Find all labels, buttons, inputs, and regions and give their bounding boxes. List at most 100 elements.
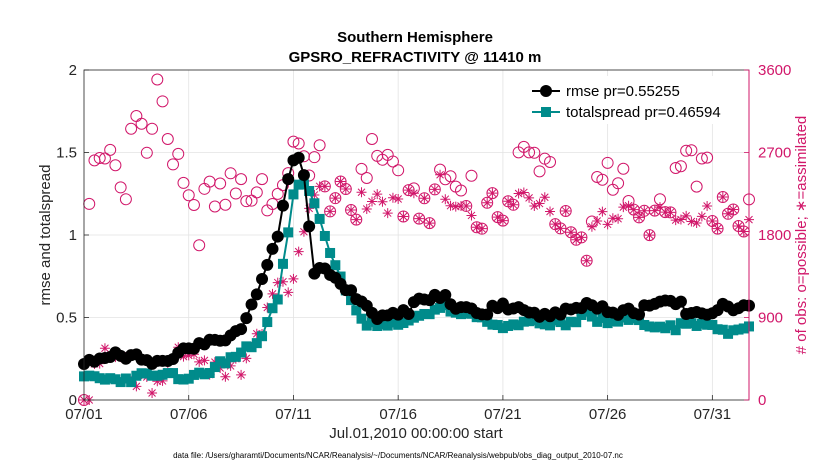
totalspread-point (194, 367, 205, 378)
obs-possible-point (208, 200, 221, 213)
totalspread-point (602, 318, 613, 329)
obs-possible-point (559, 204, 572, 217)
totalspread-point (414, 310, 425, 321)
obs-possible-point (167, 158, 180, 171)
obs-possible-point (664, 206, 677, 219)
obs-assimilated-point (675, 214, 686, 225)
obs-possible-point (481, 196, 494, 209)
obs-possible-point (324, 205, 337, 218)
totalspread-point (319, 230, 330, 241)
obs-assimilated-point (419, 193, 430, 204)
obs-possible-point (727, 203, 740, 216)
totalspread-point (581, 306, 592, 317)
totalspread-point (675, 318, 686, 329)
obs-possible-point (156, 95, 169, 108)
obs-assimilated-point (450, 201, 461, 212)
totalspread-point (576, 309, 587, 320)
obs-assimilated-point (340, 184, 351, 195)
obs-possible-point (428, 183, 441, 196)
y-right-tick-label: 0 (758, 392, 766, 409)
rmse-point (250, 288, 263, 301)
totalspread-point (147, 370, 158, 381)
obs-assimilated-point (618, 202, 629, 213)
totalspread-point (277, 258, 288, 269)
obs-assimilated-point (586, 221, 597, 232)
totalspread-point (330, 260, 341, 271)
x-tick-label: 07/31 (694, 406, 732, 423)
obs-assimilated-point (346, 205, 357, 216)
totalspread-point (168, 368, 179, 379)
obs-assimilated-point (492, 212, 503, 223)
y-tick-label: 0 (69, 392, 77, 409)
totalspread-point (178, 374, 189, 385)
x-tick-label: 07/21 (484, 406, 522, 423)
obs-possible-point (104, 143, 117, 156)
obs-assimilated-point (330, 193, 341, 204)
totalspread-point (597, 312, 608, 323)
totalspread-point (524, 316, 535, 327)
rmse-point (481, 308, 494, 321)
totalspread-point (115, 377, 126, 388)
obs-assimilated-point (356, 187, 367, 198)
totalspread-point (529, 315, 540, 326)
obs-assimilated-point (361, 204, 372, 215)
totalspread-point (283, 227, 294, 238)
y-tick-label: 0.5 (56, 310, 77, 327)
obs-possible-point (554, 222, 567, 235)
obs-possible-point (365, 132, 378, 145)
chart-title: Southern Hemisphere (337, 29, 493, 46)
totalspread-point (513, 320, 524, 331)
totalspread-point (623, 314, 634, 325)
obs-assimilated-point (152, 376, 163, 387)
totalspread-point (288, 189, 299, 200)
obs-assimilated-point (220, 371, 231, 382)
totalspread-point (660, 323, 671, 334)
obs-possible-point (345, 204, 358, 217)
totalspread-point (225, 352, 236, 363)
obs-possible-point (392, 164, 405, 177)
totalspread-point (539, 319, 550, 330)
obs-possible-point (98, 152, 111, 165)
obs-possible-point (292, 137, 305, 150)
obs-assimilated-point (147, 388, 158, 399)
obs-possible-point (187, 198, 200, 211)
totalspread-point (215, 356, 226, 367)
obs-possible-point (596, 173, 609, 186)
obs-assimilated-point (298, 226, 309, 237)
totalspread-point (487, 319, 498, 330)
obs-assimilated-point (628, 204, 639, 215)
totalspread-point (665, 320, 676, 331)
totalspread-point (707, 319, 718, 330)
totalspread-point (188, 369, 199, 380)
obs-assimilated-point (545, 206, 556, 217)
obs-possible-point (119, 193, 132, 206)
y-axis-label-right: # of obs: o=possible; ∗=assimilated (793, 116, 810, 355)
obs-possible-point (240, 195, 253, 208)
obs-possible-point (528, 146, 541, 159)
obs-possible-point (318, 180, 331, 193)
obs-assimilated-point (236, 369, 247, 380)
obs-possible-point (496, 214, 509, 227)
obs-possible-point (601, 156, 614, 169)
obs-possible-point (444, 170, 457, 183)
obs-possible-point (669, 161, 682, 174)
totalspread-point (398, 318, 409, 329)
obs-assimilated-point (681, 210, 692, 221)
rmse-point (633, 308, 646, 321)
y-right-tick-label: 1800 (758, 227, 791, 244)
obs-possible-point (360, 171, 373, 184)
totalspread-point (366, 317, 377, 328)
rmse-point (266, 242, 279, 255)
obs-possible-point (643, 229, 656, 242)
totalspread-point (251, 338, 262, 349)
totalspread-point (141, 368, 152, 379)
totalspread-point (162, 368, 173, 379)
totalspread-point (110, 374, 121, 385)
obs-possible-point (271, 187, 284, 200)
totalspread-point (325, 247, 336, 258)
totalspread-point (696, 318, 707, 329)
obs-assimilated-point (293, 246, 304, 257)
totalspread-point (262, 317, 273, 328)
totalspread-point (691, 320, 702, 331)
obs-assimilated-point (691, 218, 702, 229)
